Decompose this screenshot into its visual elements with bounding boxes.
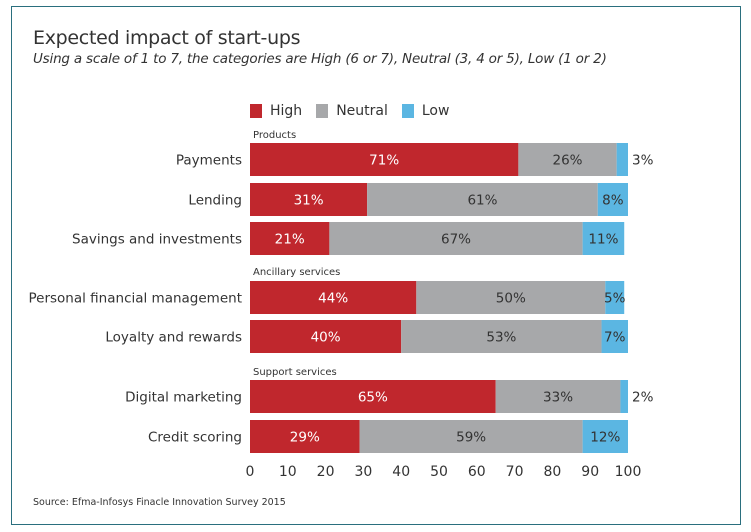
bar-neutral [359, 420, 583, 453]
x-tick-label: 70 [506, 464, 524, 480]
bar-low [605, 281, 625, 314]
legend-neutral: Neutral [316, 103, 388, 119]
bar-neutral [416, 281, 606, 314]
x-tick-label: 80 [543, 464, 561, 480]
category-label: Lending [188, 193, 242, 209]
data-label: 53% [486, 330, 516, 346]
x-tick-label: 100 [615, 464, 642, 480]
data-label: 21% [275, 232, 305, 248]
bar-neutral [401, 320, 602, 353]
data-label: 29% [290, 430, 320, 446]
chart-subtitle: Using a scale of 1 to 7, the categories … [33, 51, 607, 67]
bar-low [582, 420, 628, 453]
category-label: Personal financial management [29, 291, 243, 307]
bar-high [250, 281, 417, 314]
bar-neutral [329, 222, 583, 255]
bar-low [601, 320, 628, 353]
legend-swatch-high [250, 104, 262, 118]
bar-high [250, 420, 360, 453]
x-tick-label: 90 [581, 464, 599, 480]
data-label: 7% [604, 330, 626, 346]
bar-high [250, 183, 368, 216]
bar-low [597, 183, 628, 216]
chart-frame [11, 6, 741, 525]
legend-low: Low [401, 103, 450, 119]
source-note: Source: Efma-Infosys Finacle Innovation … [33, 497, 286, 508]
x-tick-label: 30 [354, 464, 372, 480]
chart-title: Expected impact of start-ups [33, 27, 301, 49]
data-label: 2% [632, 390, 654, 406]
bar-neutral [495, 380, 621, 413]
data-label: 59% [456, 430, 486, 446]
x-tick-label: 20 [317, 464, 335, 480]
legend-swatch-low [401, 104, 414, 118]
legend: High Neutral Low [250, 103, 449, 119]
data-label: 40% [311, 330, 341, 346]
category-label: Credit scoring [148, 430, 242, 446]
bar-low [616, 143, 628, 176]
category-label: Digital marketing [125, 390, 242, 406]
bar-high [250, 320, 402, 353]
bar-high [250, 143, 519, 176]
data-label: 3% [632, 153, 654, 169]
data-label: 65% [358, 390, 388, 406]
data-label: 12% [590, 430, 620, 446]
data-label: 50% [496, 291, 526, 307]
bar-low [582, 222, 625, 255]
group-label: Support services [253, 367, 337, 378]
group-label: Ancillary services [253, 267, 340, 278]
bar-neutral [367, 183, 598, 216]
legend-swatch-neutral [316, 104, 329, 118]
data-label: 33% [543, 390, 573, 406]
bar-high [250, 380, 496, 413]
group-label: Products [253, 130, 296, 141]
category-label: Loyalty and rewards [105, 330, 242, 346]
x-tick-label: 0 [246, 464, 255, 480]
x-tick-label: 50 [430, 464, 448, 480]
data-label: 67% [441, 232, 471, 248]
bar-low [620, 380, 628, 413]
legend-label-low: Low [421, 103, 450, 119]
category-label: Savings and investments [72, 232, 242, 248]
category-label: Payments [176, 153, 242, 169]
data-label: 26% [553, 153, 583, 169]
data-label: 31% [294, 193, 324, 209]
data-label: 8% [602, 193, 624, 209]
data-label: 44% [318, 291, 348, 307]
x-tick-label: 10 [279, 464, 297, 480]
x-tick-label: 40 [392, 464, 410, 480]
legend-label-neutral: Neutral [336, 103, 388, 119]
bar-neutral [518, 143, 617, 176]
data-label: 5% [604, 291, 626, 307]
legend-label-high: High [270, 103, 303, 119]
x-tick-label: 60 [468, 464, 486, 480]
legend-high: High [250, 103, 302, 119]
bar-high [250, 222, 330, 255]
data-label: 11% [588, 232, 618, 248]
data-label: 71% [369, 153, 399, 169]
data-label: 61% [467, 193, 497, 209]
